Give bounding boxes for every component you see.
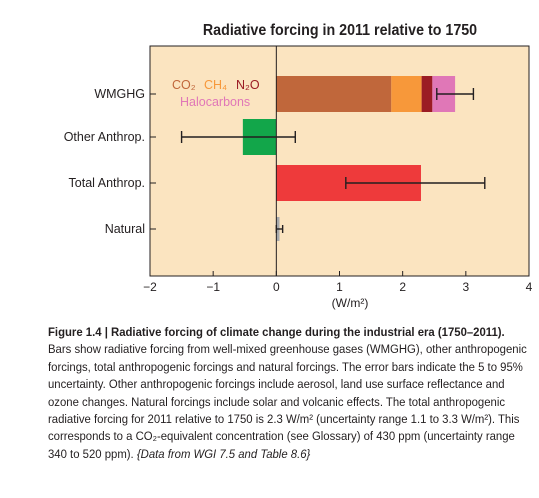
error-bars-layer [180,88,486,233]
legend: CO₂ CH₄ N₂O Halocarbons [172,78,260,109]
plot-area [149,45,530,277]
legend-item: Halocarbons [180,95,250,109]
bar-wmghg-1 [391,76,422,112]
bar-wmghg-2 [421,76,433,112]
x-axis-label: (W/m²) [331,296,369,310]
x-tick-label: −1 [206,280,220,294]
y-category-label: Total Anthrop. [69,176,145,190]
chart-canvas: −2 −1 0 1 2 3 4 WMGHG Other Anthrop. Total Anthro… [64,45,533,294]
caption-body: Bars show radiative forcing from well-mi… [48,342,527,461]
error-bar-other-anthrop- [180,131,296,143]
caption-heading: Figure 1.4 | Radiative forcing of climat… [48,325,505,339]
x-tick-label: 2 [399,280,406,294]
chart-title: Radiative forcing in 2011 relative to 17… [202,22,478,39]
x-tick-label: 4 [526,280,533,294]
x-tick-label: 1 [336,280,343,294]
legend-item: N₂O [236,78,260,92]
y-category-label: Other Anthrop. [64,130,145,144]
error-bar-natural [275,225,284,233]
caption-source: {Data from WGI 7.5 and Table 8.6} [136,446,311,461]
error-bar-total-anthrop- [345,177,486,189]
axes-layer: −2 −1 0 1 2 3 4 WMGHG Other Anthrop. Total Anthro… [64,87,533,294]
y-category-label: WMGHG [94,87,145,101]
x-tick-label: 3 [462,280,469,294]
x-tick-label: 0 [273,280,280,294]
legend-item: CO₂ [172,78,196,92]
x-tick-label: −2 [143,280,157,294]
y-category-label: Natural [105,222,145,236]
error-bar-wmghg [436,88,475,100]
legend-item: CH₄ [204,78,227,92]
figure-caption: Figure 1.4 | Radiative forcing of climat… [48,324,528,463]
bar-wmghg-0 [276,76,392,112]
